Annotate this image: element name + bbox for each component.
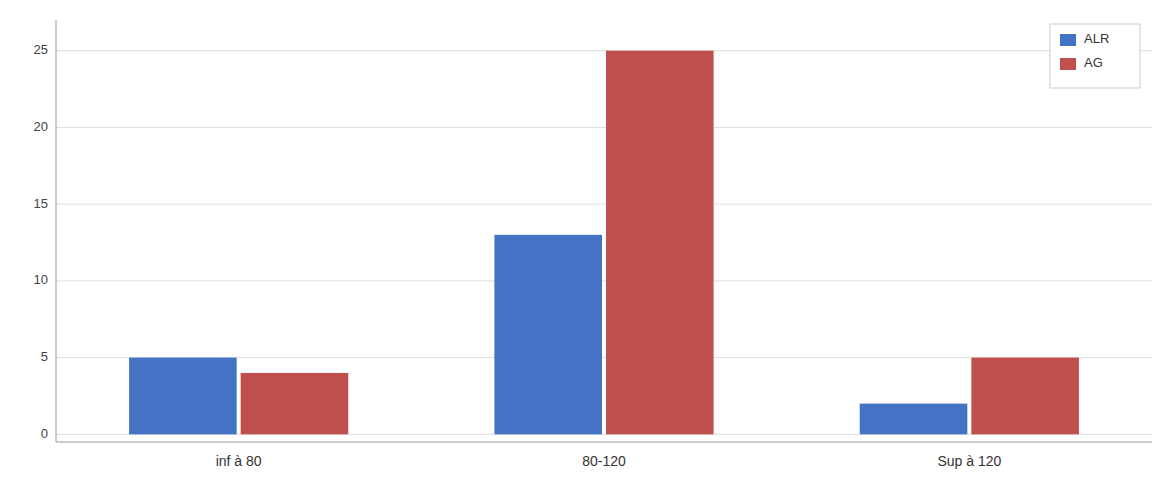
y-tick-label: 5 (41, 349, 48, 364)
legend-swatch (1060, 34, 1076, 46)
legend-swatch (1060, 58, 1076, 70)
grid (56, 51, 1152, 435)
legend: ALR AG (1050, 24, 1140, 88)
x-tick-label: inf à 80 (216, 453, 262, 469)
y-tick-label: 25 (34, 42, 48, 57)
y-axis-line (56, 20, 57, 442)
bar (606, 51, 714, 435)
grid-line (56, 280, 1152, 281)
grid-line (56, 127, 1152, 128)
grid-line (56, 50, 1152, 51)
y-tick-label: 15 (34, 196, 48, 211)
chart: 0 5 10 15 20 25 inf à 80 80-120 Sup à 120 ALR AG (0, 0, 1176, 486)
bars (129, 51, 1079, 435)
y-tick-label: 0 (41, 426, 48, 441)
bar (971, 358, 1079, 435)
bar (860, 404, 968, 435)
y-tick-label: 20 (34, 119, 48, 134)
x-axis-line (56, 442, 1152, 443)
legend-label: AG (1084, 55, 1103, 70)
y-tick-label: 10 (34, 272, 48, 287)
legend-label: ALR (1084, 31, 1109, 46)
bar (129, 358, 237, 435)
x-tick-label: 80-120 (582, 453, 626, 469)
grid-line (56, 204, 1152, 205)
bar (494, 235, 602, 434)
bar (241, 373, 349, 434)
legend-box (1050, 24, 1140, 88)
x-tick-label: Sup à 120 (937, 453, 1001, 469)
